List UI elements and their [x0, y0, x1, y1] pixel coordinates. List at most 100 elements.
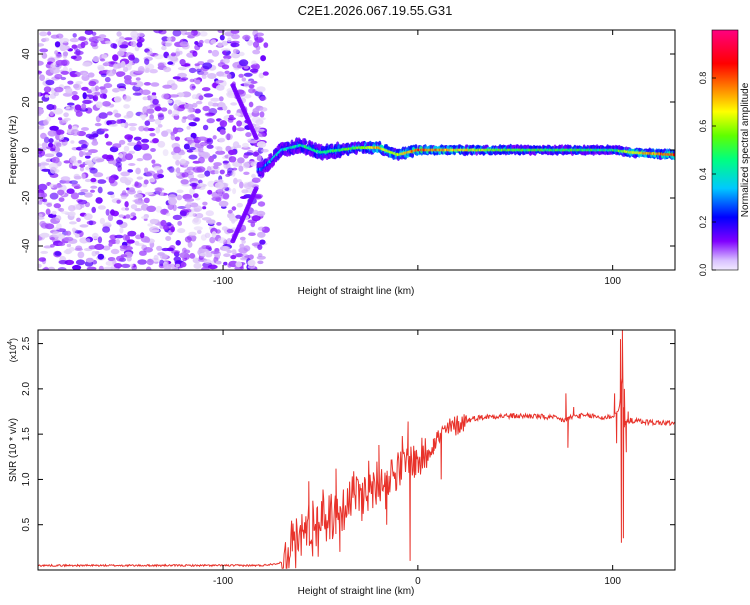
spectrogram-noise-cell	[72, 33, 77, 38]
spectrogram-noise-cell	[251, 215, 261, 222]
snr-x-tick-label: 100	[604, 576, 621, 587]
spectrogram-noise-cell	[111, 210, 120, 217]
spectrogram-noise-cell	[38, 143, 42, 147]
spectrogram-noise-cell	[67, 102, 75, 106]
spectrogram-noise-cell	[143, 197, 150, 204]
spectrogram-noise-cell	[49, 148, 56, 152]
spectrogram-noise-cell	[62, 119, 68, 123]
spectrogram-noise-cell	[153, 166, 162, 171]
spectrogram-noise-cell	[99, 93, 107, 99]
spectrogram-noise-cell	[243, 171, 250, 175]
spectrogram-noise-cell	[74, 233, 80, 238]
spectrogram-noise-cell	[88, 80, 97, 87]
spectrogram-noise-cell	[180, 261, 187, 268]
spectrogram-noise-cell	[197, 136, 208, 141]
colorbar-label: Normalized spectral amplitude	[740, 82, 750, 217]
spectrogram-noise-cell	[146, 205, 157, 212]
spectrogram-noise-cell	[202, 105, 210, 112]
spectrogram-noise-cell	[250, 64, 258, 69]
spectrogram-noise-cell	[168, 198, 177, 205]
spectrogram-noise-cell	[123, 75, 132, 81]
spectrogram-noise-cell	[90, 189, 95, 193]
spectrogram-noise-cell	[194, 63, 200, 67]
figure-title: C2E1.2026.067.19.55.G31	[298, 3, 453, 18]
spectrogram-noise-cell	[124, 201, 129, 208]
spectrogram-noise-cell	[150, 82, 160, 87]
spectrogram-noise-cell	[59, 134, 65, 141]
spectrogram-noise-cell	[235, 112, 241, 117]
spectrogram-halo-cell	[268, 164, 272, 170]
spectrogram-noise-cell	[170, 133, 175, 141]
spectrogram-noise-cell	[110, 43, 117, 49]
spectrogram-noise-cell	[241, 239, 246, 244]
spectrogram-noise-cell	[154, 106, 162, 112]
spectrogram-noise-cell	[188, 147, 196, 151]
spectrogram-noise-cell	[218, 200, 229, 207]
spectrogram-noise-cell	[125, 207, 129, 211]
spectrogram-noise-cell	[157, 124, 163, 128]
spectrogram-noise-cell	[81, 103, 87, 110]
spectrogram-noise-cell	[103, 266, 114, 270]
spectrogram-noise-cell	[215, 80, 220, 84]
spectrogram-noise-cell	[201, 249, 210, 253]
spectrogram-noise-cell	[179, 59, 186, 66]
spectrogram-noise-cell	[45, 223, 55, 230]
spectrogram-noise-cell	[235, 261, 243, 268]
spectrogram-noise-cell	[226, 133, 231, 141]
spectrogram-noise-cell	[55, 215, 62, 222]
spectrogram-noise-cell	[149, 132, 156, 137]
spectrogram-noise-cell	[58, 207, 65, 212]
spectrogram-noise-cell	[59, 44, 67, 52]
spectrogram-noise-cell	[221, 40, 229, 46]
spectrogram-noise-cell	[90, 185, 98, 189]
spectrogram-noise-cell	[146, 50, 154, 56]
spectrogram-noise-cell	[169, 36, 176, 42]
spectrogram-noise-cell	[136, 176, 143, 180]
spectrogram-noise-cell	[186, 211, 196, 217]
spectrogram-noise-cell	[75, 259, 86, 266]
spectrogram-noise-cell	[47, 31, 52, 36]
spectrogram-noise-cell	[203, 259, 212, 264]
spectrogram-noise-cell	[81, 151, 87, 156]
spectrogram-noise-cell	[43, 86, 52, 93]
spectrogram-noise-cell	[85, 152, 92, 156]
spectrogram-x-tick-label: 100	[604, 276, 621, 287]
spectrogram-noise-cell	[130, 40, 137, 48]
spectrogram-noise-cell	[210, 39, 217, 44]
spectrogram-noise-cell	[194, 79, 201, 85]
spectrogram-noise-cell	[141, 216, 149, 220]
spectrogram-noise-cell	[149, 178, 156, 183]
spectrogram-noise-cell	[39, 220, 46, 228]
spectrogram-noise-cell	[77, 199, 88, 205]
spectrogram-noise-cell	[242, 34, 251, 41]
spectrogram-noise-cell	[126, 256, 132, 262]
spectrogram-noise-cell	[134, 182, 143, 189]
spectrogram-noise-cell	[55, 59, 66, 66]
spectrogram-noise-cell	[177, 228, 186, 234]
spectrogram-noise-cell	[183, 143, 190, 150]
spectrogram-noise-cell	[235, 214, 242, 219]
spectrogram-noise-cell	[177, 72, 188, 78]
spectrogram-noise-cell	[204, 112, 215, 117]
spectrogram-noise-cell	[87, 72, 95, 78]
spectrogram-noise-cell	[250, 80, 258, 84]
spectrogram-noise-cell	[94, 243, 105, 250]
spectrogram-y-axis-label: Frequency (Hz)	[8, 116, 19, 185]
spectrogram-noise-cell	[258, 72, 265, 79]
spectrogram-noise-cell	[257, 244, 263, 251]
snr-x-tick-label: 0	[415, 576, 421, 587]
spectrogram-noise-cell	[174, 136, 180, 142]
spectrogram-noise-cell	[126, 239, 135, 244]
spectrogram-noise-cell	[236, 144, 242, 149]
spectrogram-noise-cell	[198, 156, 205, 164]
spectrogram-noise-cell	[248, 254, 254, 260]
spectrogram-noise-cell	[231, 206, 237, 211]
spectrogram-noise-cell	[105, 209, 110, 216]
spectrogram-noise-cell	[239, 243, 245, 249]
spectrogram-noise-cell	[69, 180, 78, 185]
spectrogram-noise-cell	[141, 138, 150, 143]
spectrogram-noise-cell	[108, 123, 118, 128]
spectrogram-noise-cell	[146, 259, 154, 266]
spectrogram-noise-cell	[207, 101, 214, 107]
spectrogram-noise-cell	[230, 255, 237, 260]
